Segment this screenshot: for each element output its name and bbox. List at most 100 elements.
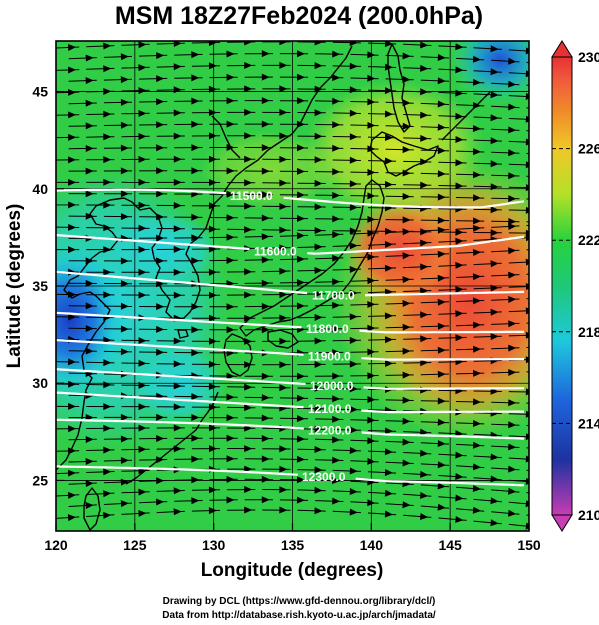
streamline-segment [491,298,520,301]
streamline-segment [350,101,379,103]
streamline-arrow [191,213,200,221]
streamline-arrow [85,414,94,421]
streamline-arrow [543,368,551,375]
streamline-segment [438,496,467,500]
streamline-segment [297,387,326,389]
height-contour [56,465,525,487]
streamline-arrow [156,280,165,288]
streamline-arrow [138,488,147,496]
streamline-arrow [525,455,529,463]
streamline-segment [508,285,529,288]
height-contour [56,270,525,297]
streamline-arrow [156,413,165,421]
streamline-arrow [208,360,217,368]
streamline-arrow [332,168,341,176]
streamline-arrow [314,62,323,70]
streamline-arrow [120,302,129,310]
streamline-arrow [279,179,288,187]
streamline-arrow [279,445,288,453]
streamline-arrow [402,300,411,307]
streamline-arrow [173,202,182,209]
streamline-segment [315,100,344,102]
colorbar: 230 226 222 218 214 210 [551,40,599,532]
streamline-segment [68,504,97,507]
streamline-arrow [85,458,94,465]
streamline-arrow [103,381,112,389]
height-contour [56,339,524,361]
streamline-arrow [120,478,129,486]
streamline-segment [403,514,432,518]
streamline-arrow [543,151,551,158]
streamline-segment [455,57,485,61]
streamline-arrow [384,87,393,95]
streamline-arrow [103,359,112,367]
streamline-arrow [244,314,253,322]
streamline-arrow [420,239,429,247]
streamline-segment [473,498,502,503]
streamline-arrow [332,254,341,262]
streamline-segment [174,500,203,502]
streamline-arrow [68,425,77,433]
streamline-arrow [420,449,429,457]
streamline-arrow [525,433,529,441]
streamline-arrow [384,312,393,320]
streamline-segment [332,510,361,514]
streamline-arrow [490,333,499,341]
streamline-segment [385,254,414,257]
streamline-arrow [455,494,464,502]
streamline-arrow [156,257,165,265]
streamline-arrow [314,267,323,274]
streamline-arrow [473,194,482,202]
streamline-arrow [402,501,411,509]
streamline-arrow [191,167,200,175]
streamline-arrow [490,114,499,122]
streamline-arrow [244,445,253,453]
streamline-arrow [472,249,482,256]
streamline-arrow [226,73,235,81]
streamline-segment [473,47,502,50]
streamline-segment [227,386,256,388]
streamline-segment [508,310,529,313]
streamline-arrow [402,347,411,355]
streamline-segment [121,43,150,46]
streamline-arrow [332,497,341,505]
streamline-segment [367,183,397,186]
streamline-arrow [349,180,358,188]
streamline-arrow [156,303,165,311]
streamline-arrow [420,492,429,499]
streamline-segment [508,261,529,264]
streamline-arrow [508,247,517,255]
streamline-arrow [473,369,482,377]
streamline-segment [209,499,238,501]
streamline-arrow [525,47,529,55]
streamline-segment [315,304,344,307]
streamline-segment [526,298,529,300]
streamline-arrow [120,257,129,265]
streamline-arrow [473,321,482,329]
streamline-arrow [349,385,358,393]
streamline-segment [332,388,361,390]
streamline-arrow [226,97,235,105]
streamline-arrow [367,215,376,223]
streamline-arrow [261,326,270,334]
streamline-arrow [525,115,529,123]
streamline-arrow [472,297,482,305]
y-tick-label: 30 [32,375,48,391]
streamline-arrow [472,273,482,281]
streamline-segment [526,130,529,132]
streamline-arrow [508,103,517,111]
streamline-segment [86,67,115,70]
streamline-arrow [120,413,129,421]
streamline-segment [473,455,502,459]
streamline-segment [121,512,150,515]
streamline-arrow [437,503,446,511]
streamline-segment [279,258,309,261]
streamline-arrow [437,370,446,378]
streamline-segment [367,113,397,115]
streamline-segment [403,472,432,476]
streamline-segment [103,459,133,462]
streamline-arrow [191,120,200,128]
streamline-arrow [138,201,147,209]
streamline-segment [508,163,529,166]
streamline-arrow [314,361,323,368]
